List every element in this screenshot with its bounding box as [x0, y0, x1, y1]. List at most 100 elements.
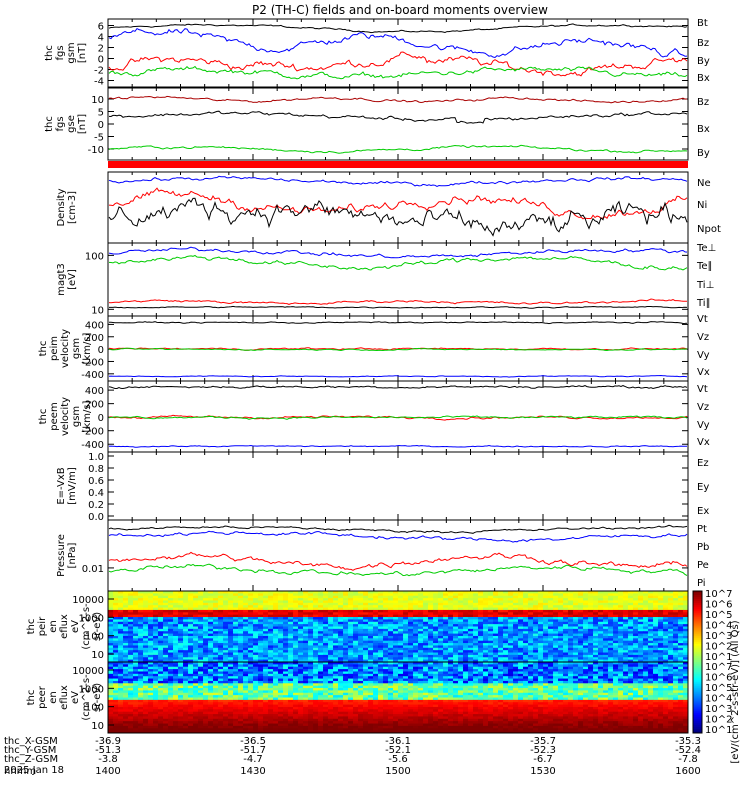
heatmap-cell — [578, 607, 584, 611]
heatmap-cell — [188, 669, 194, 672]
heatmap-cell — [503, 605, 509, 608]
heatmap-cell — [408, 666, 414, 670]
heatmap-cell — [528, 633, 534, 637]
heatmap-cell — [348, 609, 354, 613]
heatmap-cell — [188, 605, 194, 608]
heatmap-cell — [548, 676, 554, 679]
heatmap-cell — [233, 643, 239, 646]
heatmap-cell — [223, 645, 229, 649]
heatmap-cell — [618, 598, 624, 601]
heatmap-cell — [563, 643, 569, 646]
heatmap-cell — [433, 666, 439, 670]
heatmap-cell — [313, 676, 319, 679]
heatmap-cell — [193, 602, 199, 606]
heatmap-cell — [643, 591, 649, 594]
heatmap-cell — [513, 600, 519, 604]
heatmap-cell — [668, 607, 674, 611]
heatmap-cell — [303, 605, 309, 608]
heatmap-cell — [478, 600, 484, 604]
heatmap-cell — [308, 591, 314, 594]
heatmap-cell — [268, 598, 274, 601]
heatmap-cell — [613, 595, 619, 599]
heatmap-cell — [303, 631, 309, 634]
heatmap-cell — [483, 631, 489, 634]
heatmap-cell — [643, 626, 649, 630]
heatmap-cell — [628, 602, 634, 606]
heatmap-cell — [278, 673, 284, 677]
heatmap-cell — [188, 673, 194, 677]
heatmap-cell — [248, 609, 254, 613]
heatmap-cell — [418, 657, 424, 661]
heatmap-cell — [583, 647, 589, 651]
heatmap-cell — [223, 638, 229, 642]
heatmap-cell — [153, 676, 159, 679]
heatmap-cell — [378, 598, 384, 601]
heatmap-cell — [588, 635, 594, 639]
heatmap-cell — [143, 676, 149, 679]
heatmap-cell — [288, 669, 294, 672]
heatmap-cell — [118, 593, 124, 597]
heatmap-cell — [258, 669, 264, 672]
y-axis-label: [km/s] — [82, 400, 93, 432]
heatmap-cell — [428, 657, 434, 661]
heatmap-cell — [408, 671, 414, 675]
heatmap-cell — [163, 654, 169, 658]
heatmap-cell — [233, 628, 239, 632]
heatmap-cell — [308, 593, 314, 597]
heatmap-cell — [363, 624, 369, 627]
heatmap-cell — [543, 654, 549, 658]
heatmap-cell — [233, 645, 239, 649]
heatmap-cell — [208, 595, 214, 599]
heatmap-cell — [263, 612, 269, 616]
heatmap-cell — [153, 607, 159, 611]
heatmap-cell — [248, 657, 254, 661]
heatmap-cell — [333, 664, 339, 668]
heatmap-cell — [523, 664, 529, 668]
heatmap-cell — [128, 671, 134, 675]
heatmap-cell — [158, 621, 164, 625]
series-line-Vx — [108, 374, 688, 378]
heatmap-cell — [338, 612, 344, 616]
heatmap-cell — [613, 635, 619, 639]
heatmap-cell — [473, 673, 479, 677]
heatmap-cell — [628, 652, 634, 656]
heatmap-cell — [678, 605, 684, 608]
heatmap-cell — [448, 676, 454, 679]
heatmap-cell — [348, 669, 354, 672]
heatmap-cell — [403, 635, 409, 639]
heatmap-cell — [498, 593, 504, 597]
heatmap-cell — [378, 645, 384, 649]
heatmap-cell — [453, 654, 459, 658]
heatmap-cell — [143, 638, 149, 642]
heatmap-cell — [463, 676, 469, 679]
heatmap-cell — [178, 664, 184, 668]
heatmap-cell — [668, 669, 674, 672]
heatmap-cell — [603, 669, 609, 672]
y-axis-label: gsm — [71, 406, 82, 427]
heatmap-cell — [653, 591, 659, 594]
heatmap-cell — [178, 635, 184, 639]
heatmap-cell — [653, 621, 659, 625]
heatmap-cell — [163, 638, 169, 642]
heatmap-cell — [438, 617, 444, 620]
heatmap-cell — [423, 600, 429, 604]
heatmap-cell — [263, 624, 269, 627]
heatmap-cell — [638, 602, 644, 606]
heatmap-cell — [138, 602, 144, 606]
heatmap-cell — [553, 628, 559, 632]
heatmap-cell — [313, 671, 319, 675]
heatmap-cell — [248, 605, 254, 608]
heatmap-cell — [343, 609, 349, 613]
heatmap-cell — [423, 669, 429, 672]
heatmap-cell — [138, 617, 144, 620]
heatmap-cell — [593, 652, 599, 656]
heatmap-cell — [128, 614, 134, 618]
heatmap-cell — [498, 635, 504, 639]
heatmap-cell — [558, 633, 564, 637]
heatmap-cell — [538, 654, 544, 658]
heatmap-cell — [538, 664, 544, 668]
heatmap-cell — [218, 605, 224, 608]
heatmap-cell — [288, 635, 294, 639]
heatmap-cell — [443, 647, 449, 651]
heatmap-cell — [678, 600, 684, 604]
